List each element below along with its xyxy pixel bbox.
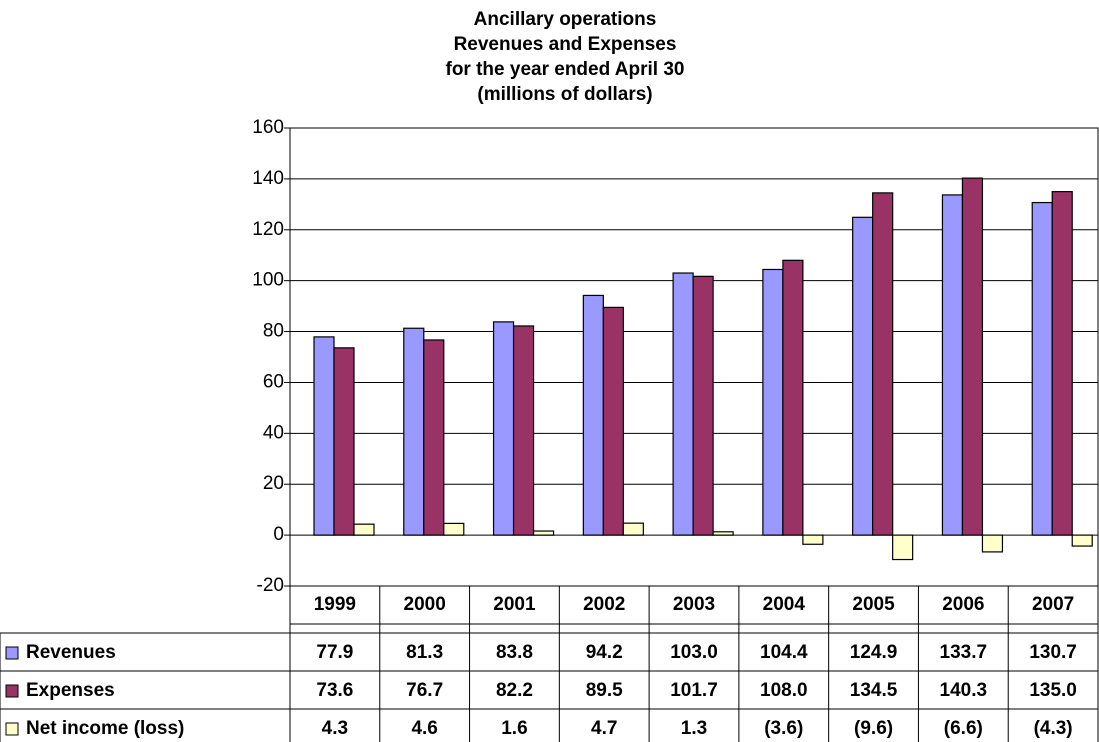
y-tick-label: 80 <box>263 321 284 342</box>
bar <box>672 272 694 536</box>
data-label: 130.7 <box>1029 642 1077 663</box>
legend-key <box>5 722 19 736</box>
data-label: 140.3 <box>940 680 988 701</box>
x-tick-label: 2004 <box>763 594 806 615</box>
data-label: 73.6 <box>316 680 353 701</box>
data-label: 94.2 <box>586 642 623 663</box>
x-tick-label: 1999 <box>314 594 356 615</box>
y-tick-label: 20 <box>263 473 284 494</box>
data-label: 124.9 <box>850 642 898 663</box>
bar <box>622 522 644 536</box>
y-tick-label: 100 <box>252 270 284 291</box>
data-label: 4.6 <box>411 718 437 739</box>
bar <box>582 294 604 536</box>
data-label: 104.4 <box>760 642 808 663</box>
data-label: 135.0 <box>1029 680 1077 701</box>
bar <box>423 339 445 536</box>
y-tick-label: 40 <box>263 422 284 443</box>
bar <box>532 530 555 536</box>
chart-title: Ancillary operations <box>474 9 657 30</box>
data-label: 101.7 <box>670 680 718 701</box>
data-label: 83.8 <box>496 642 533 663</box>
bar <box>961 177 984 536</box>
chart-title: Revenues and Expenses <box>454 34 677 55</box>
legend-key <box>5 684 19 698</box>
data-label: 103.0 <box>670 642 718 663</box>
data-label: (3.6) <box>764 718 803 739</box>
y-tick-label: 0 <box>273 524 284 545</box>
data-label: (9.6) <box>854 718 893 739</box>
x-tick-label: 2006 <box>942 594 984 615</box>
bar <box>512 325 535 536</box>
bar <box>852 216 874 536</box>
legend-key <box>5 646 19 660</box>
y-tick-label: -20 <box>257 575 284 596</box>
x-tick-label: 2007 <box>1032 594 1074 615</box>
bar <box>333 347 355 536</box>
x-tick-label: 2003 <box>673 594 715 615</box>
bar <box>762 268 784 536</box>
data-label: 108.0 <box>760 680 808 701</box>
data-label: 134.5 <box>850 680 898 701</box>
bar <box>712 531 734 536</box>
x-tick-label: 2005 <box>852 594 895 615</box>
bar <box>692 275 714 536</box>
data-label: 4.7 <box>591 718 617 739</box>
data-label: (6.6) <box>944 718 983 739</box>
x-tick-label: 2001 <box>493 594 536 615</box>
chart-title: for the year ended April 30 <box>446 59 685 80</box>
bar <box>892 534 914 561</box>
bar <box>1071 534 1093 547</box>
x-tick-label: 2000 <box>404 594 446 615</box>
bar <box>602 306 624 536</box>
data-label: 4.3 <box>322 718 348 739</box>
bar <box>872 192 894 536</box>
bar <box>941 194 964 536</box>
data-label: 81.3 <box>406 642 443 663</box>
data-label: 77.9 <box>316 642 353 663</box>
x-tick-label: 2002 <box>583 594 625 615</box>
bar <box>443 522 465 536</box>
data-label: (4.3) <box>1034 718 1073 739</box>
y-tick-label: 120 <box>252 219 284 240</box>
y-tick-label: 140 <box>252 168 284 189</box>
bar <box>313 336 335 536</box>
bar <box>802 534 824 545</box>
bar <box>403 327 425 536</box>
data-label: 133.7 <box>940 642 988 663</box>
data-label: 82.2 <box>496 680 533 701</box>
bar <box>353 523 375 536</box>
y-tick-label: 160 <box>252 117 284 138</box>
data-label: 76.7 <box>406 680 443 701</box>
legend-label: Expenses <box>26 680 115 701</box>
data-label: 89.5 <box>586 680 623 701</box>
y-tick-label: 60 <box>263 371 284 392</box>
data-label: 1.3 <box>681 718 707 739</box>
legend-label: Revenues <box>26 642 116 663</box>
plot-border <box>289 127 1099 587</box>
bar <box>492 321 515 536</box>
chart-title: (millions of dollars) <box>477 84 652 105</box>
legend-label: Net income (loss) <box>26 718 184 739</box>
bar <box>981 534 1004 553</box>
bar <box>1031 201 1053 536</box>
bar <box>1051 191 1073 536</box>
bar <box>782 259 804 536</box>
data-label: 1.6 <box>501 718 527 739</box>
